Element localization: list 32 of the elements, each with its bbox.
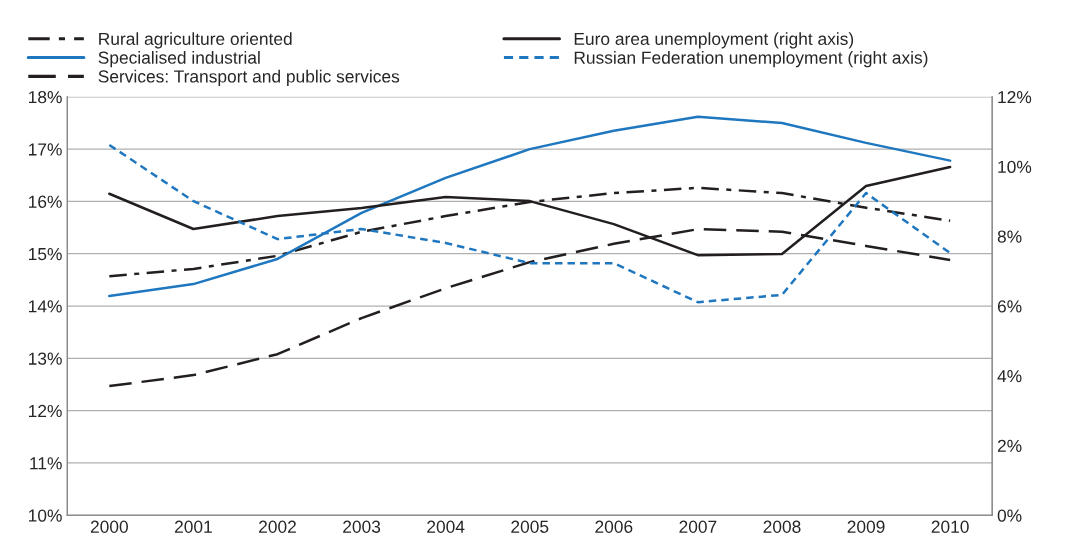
x-tick-label: 2002 [259,520,296,533]
x-tick-label: 2008 [763,520,801,533]
y-tick-label: 10% [29,509,62,522]
x-tick-label: 2009 [847,520,885,533]
x-tick-label: 2007 [679,520,717,533]
y-tick-label: 14% [29,300,62,313]
y2-tick-label: 6% [997,300,1022,313]
x-tick-label: 2005 [511,520,549,533]
legend-label: Services: Transport and public services [98,69,400,87]
y-tick-label: 18% [29,90,62,104]
y2-tick-label: 0% [997,509,1022,522]
x-tick-label: 2006 [595,520,633,533]
legend-label: Specialised industrial [98,51,260,68]
y2-tick-label: 4% [997,370,1022,383]
x-tick-label: 2010 [931,520,969,533]
y-tick-label: 15% [29,247,62,261]
x-tick-label: 2001 [174,520,212,533]
x-tick-label: 2004 [427,520,465,533]
y-tick-label: 16% [29,195,62,208]
legend-label: Russian Federation unemployment (right axis) [574,51,928,68]
legend-label: Euro area unemployment (right axis) [574,32,854,49]
x-tick-label: 2003 [343,520,381,533]
y-tick-label: 12% [29,404,62,418]
legend-label: Rural agriculture oriented [99,32,292,49]
y2-tick-label: 10% [998,160,1032,174]
y2-tick-label: 8% [997,230,1022,243]
y-tick-label: 13% [29,352,62,365]
x-tick-label: 2000 [90,520,128,533]
y2-tick-label: 12% [998,90,1032,104]
y-tick-label: 17% [29,143,62,156]
y2-tick-label: 2% [997,439,1022,452]
y-tick-label: 11% [30,457,62,470]
